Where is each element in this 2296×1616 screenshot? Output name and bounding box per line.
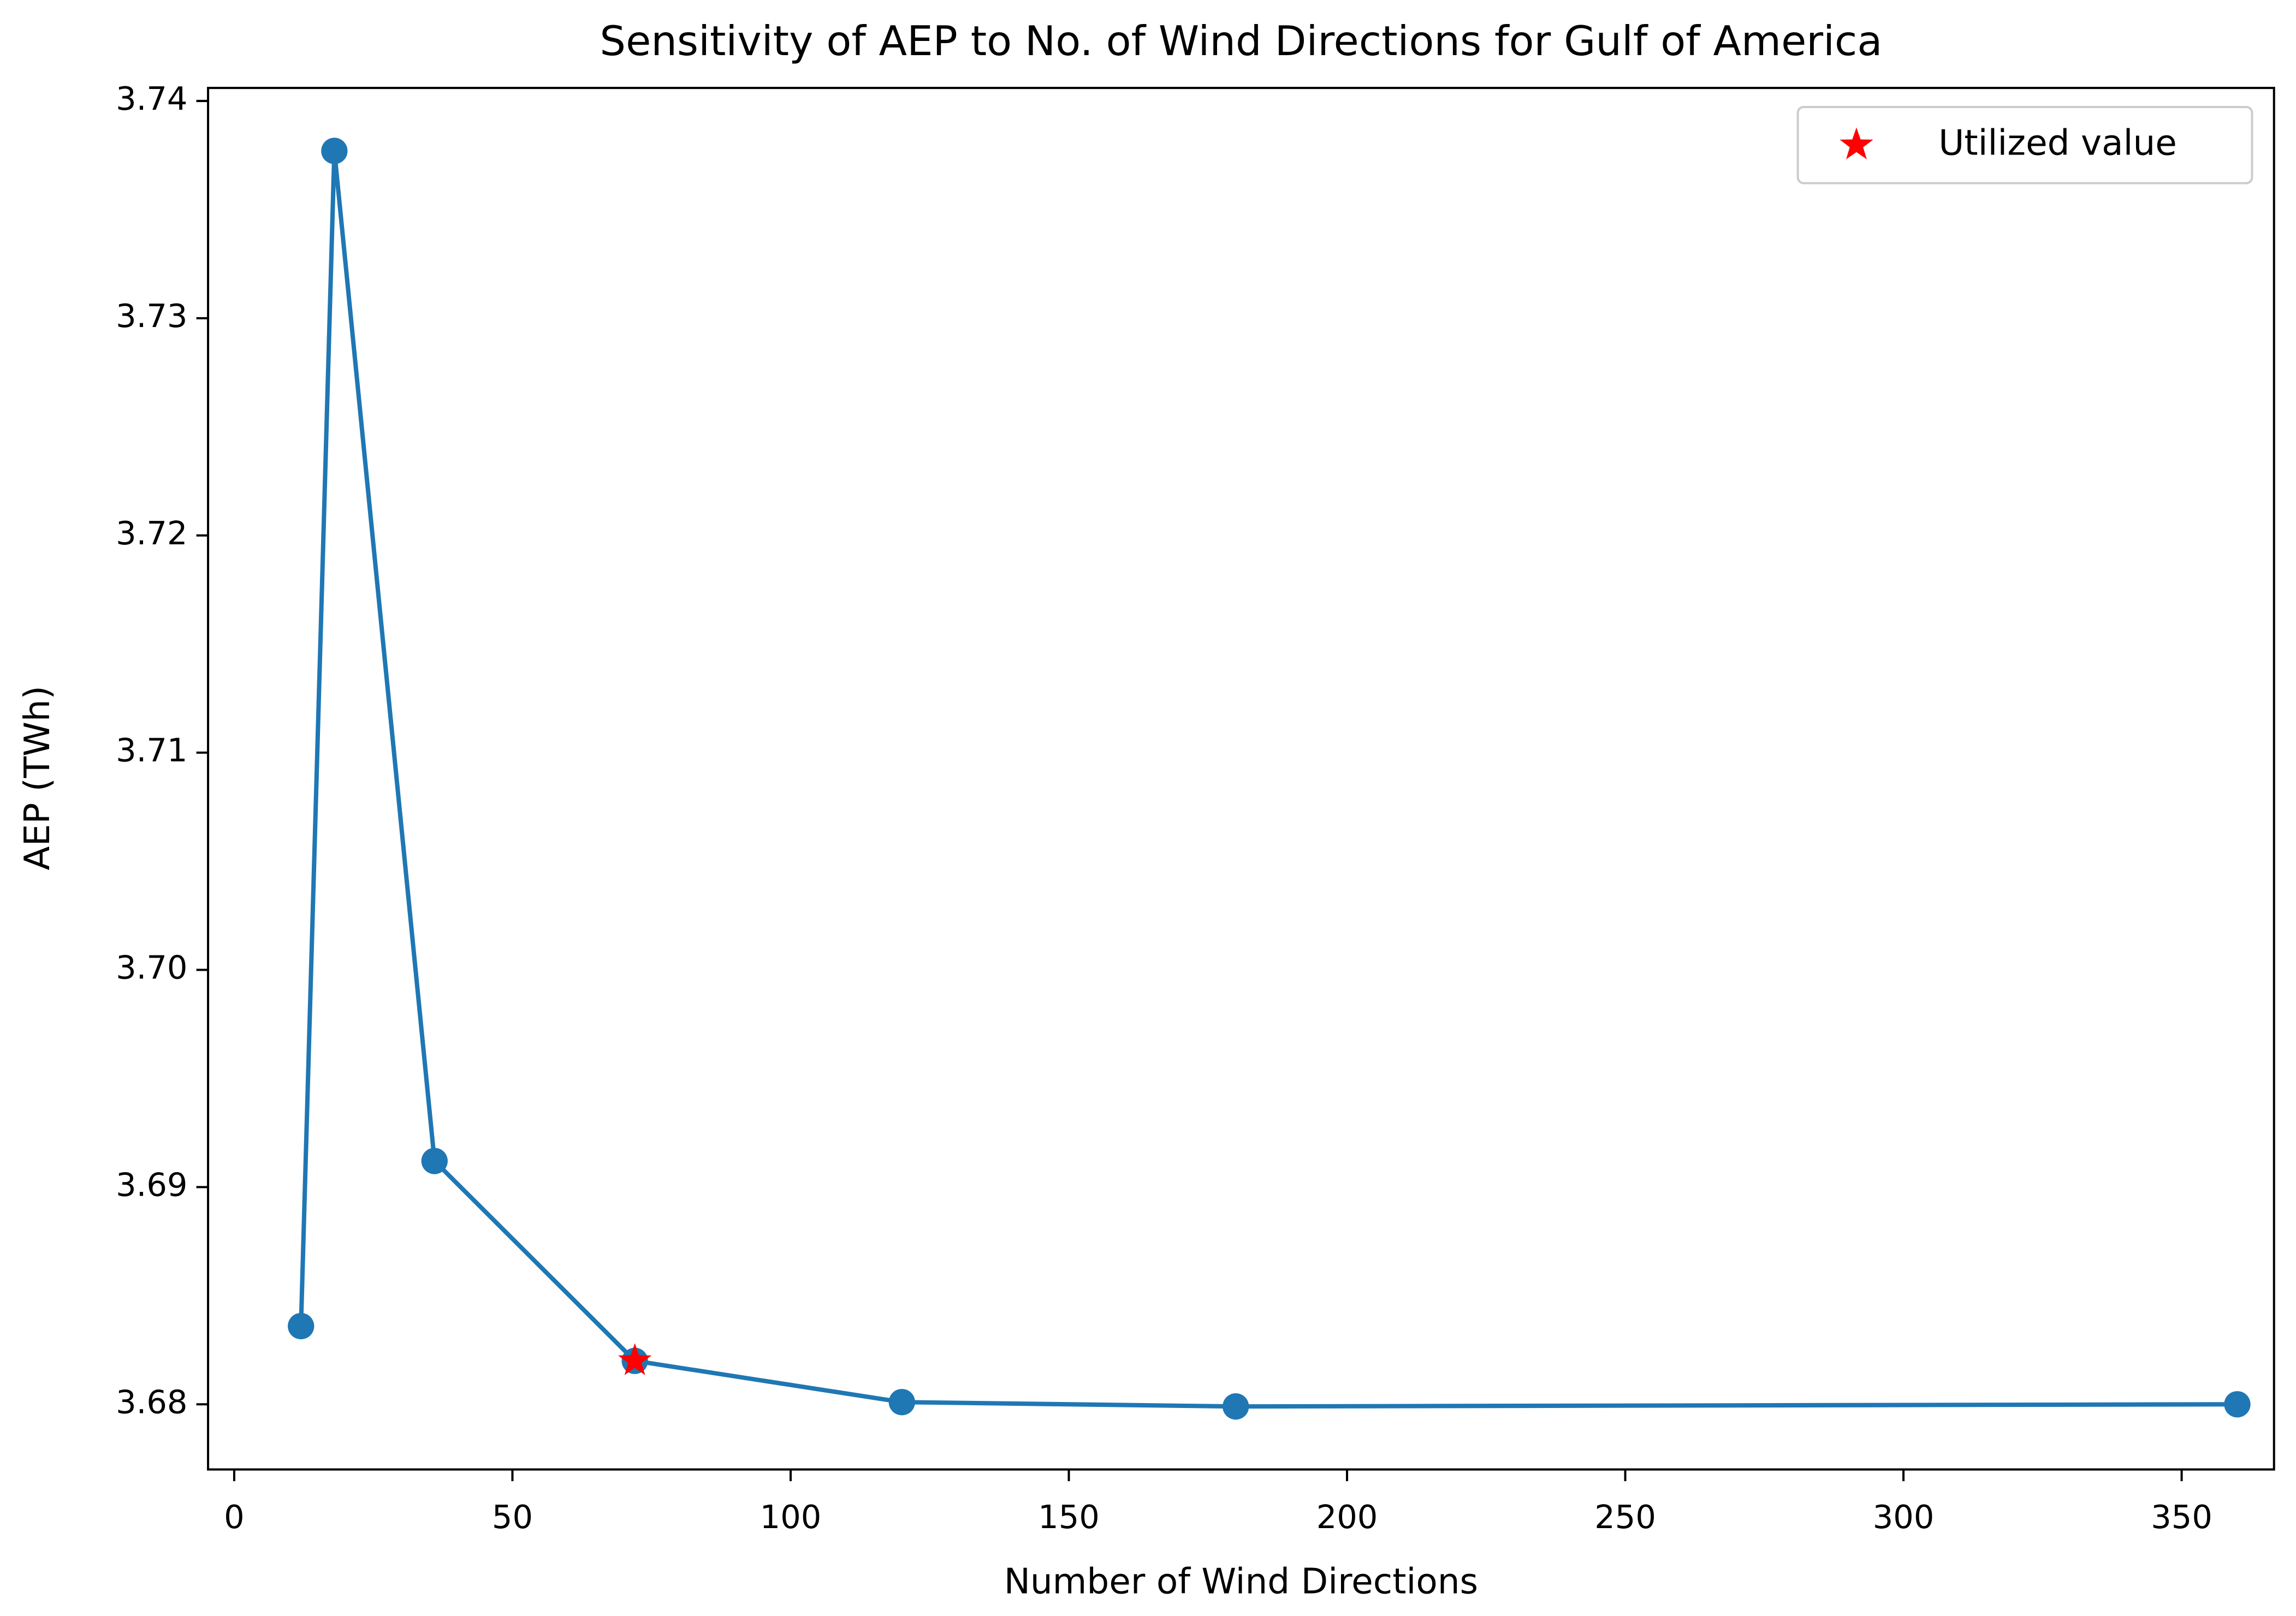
series-line: [299, 151, 2238, 1409]
x-tick-label: 200: [1316, 1498, 1378, 1536]
y-axis-label: AEP (TWh): [17, 686, 58, 870]
x-tick-label: 350: [2151, 1498, 2212, 1536]
x-tick-label: 250: [1594, 1498, 1656, 1536]
legend-box: [1796, 105, 2253, 185]
point-marker: [421, 1148, 448, 1174]
y-tick-label: 3.68: [116, 1383, 187, 1421]
y-tick-label: 3.70: [116, 949, 187, 987]
point-marker: [888, 1389, 915, 1416]
x-tick-label: 50: [492, 1498, 533, 1536]
point-marker: [288, 1312, 315, 1340]
x-tick-label: 100: [760, 1498, 822, 1536]
point-marker: [1223, 1393, 1249, 1420]
y-tick-label: 3.71: [116, 732, 187, 769]
point-marker: [321, 138, 348, 164]
legend-label: Utilized value: [1938, 122, 2177, 163]
x-tick-label: 0: [224, 1498, 245, 1536]
y-tick-label: 3.72: [116, 514, 187, 552]
legend-marker: [1840, 127, 1873, 159]
point-marker: [2224, 1391, 2251, 1418]
chart-title: Sensitivity of AEP to No. of Wind Direct…: [600, 17, 1882, 65]
y-tick-label: 3.73: [116, 297, 187, 335]
star-marker: [618, 1343, 652, 1375]
x-tick-label: 150: [1038, 1498, 1100, 1536]
plot-frame: [207, 87, 2275, 1471]
x-tick-label: 300: [1873, 1498, 1935, 1536]
y-tick-label: 3.69: [116, 1166, 187, 1203]
x-axis-label: Number of Wind Directions: [1004, 1561, 1478, 1602]
y-tick-label: 3.74: [116, 80, 187, 117]
